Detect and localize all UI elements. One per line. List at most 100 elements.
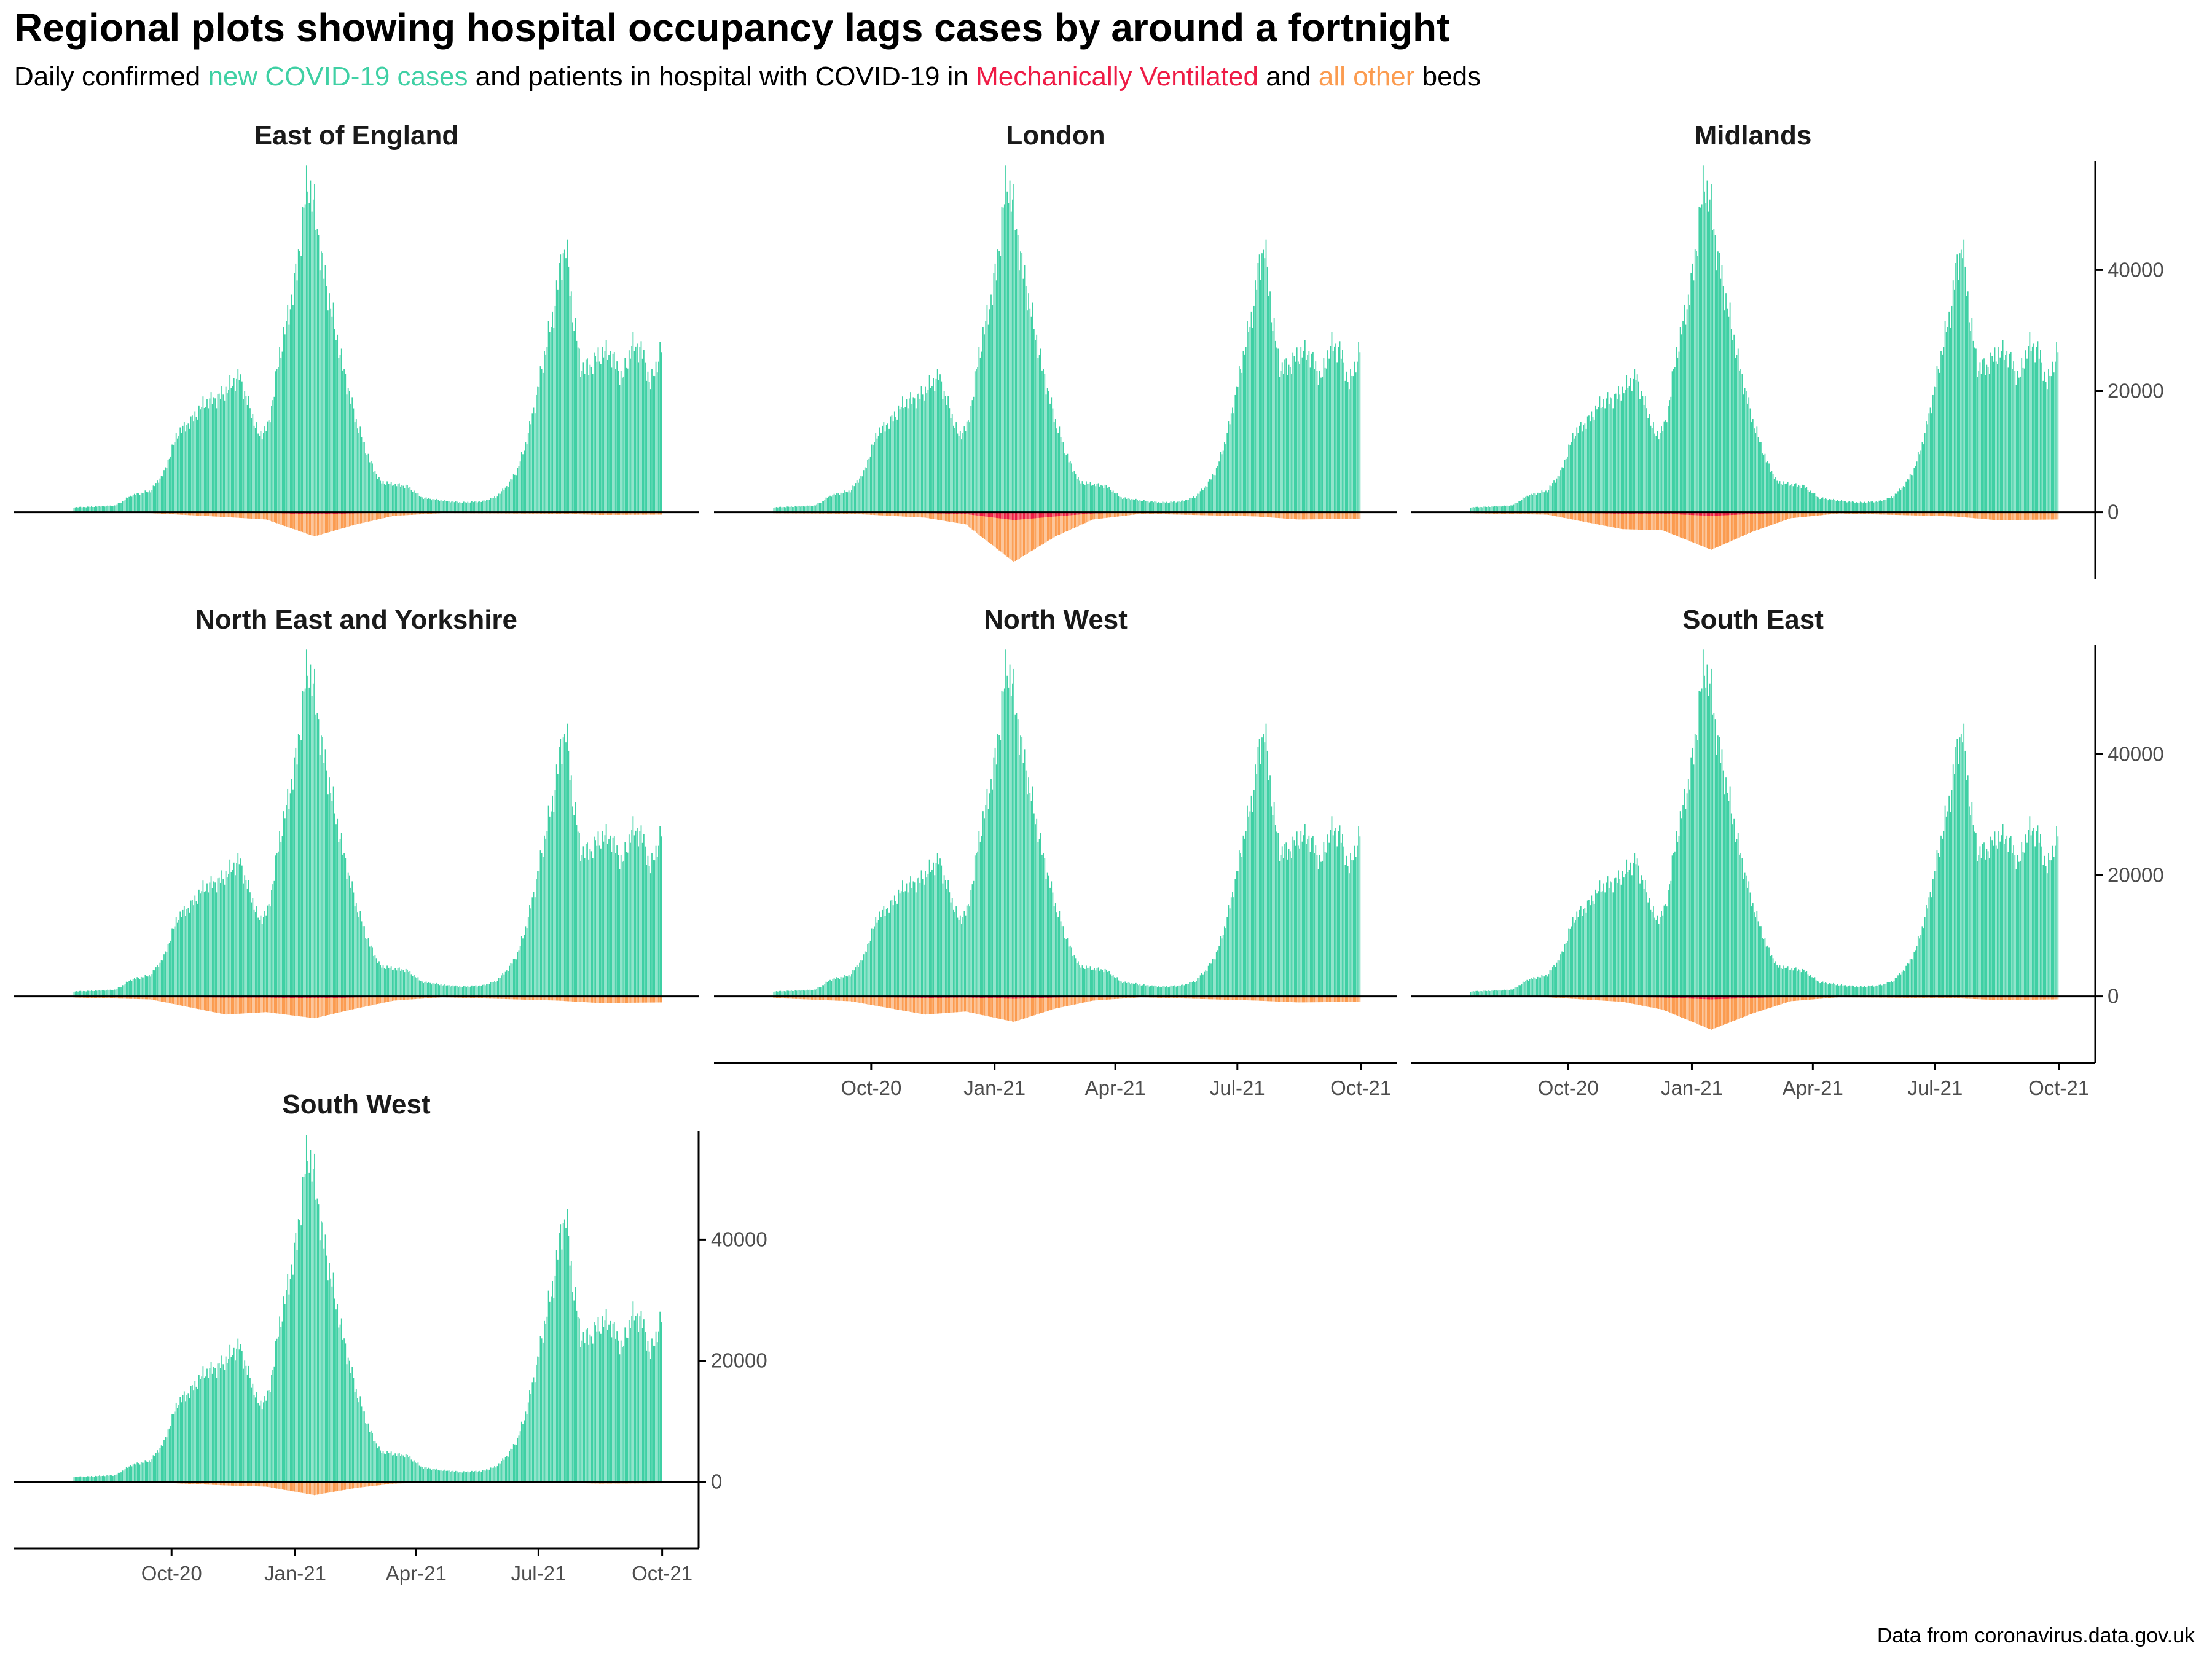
other-beds-bar bbox=[348, 512, 350, 527]
case-bar bbox=[444, 500, 446, 512]
case-bar bbox=[448, 985, 450, 997]
case-bar bbox=[332, 786, 334, 997]
other-beds-bar bbox=[864, 512, 866, 515]
other-beds-bar bbox=[252, 512, 254, 519]
case-bar bbox=[1977, 377, 1978, 512]
case-bar bbox=[136, 493, 138, 512]
case-bar bbox=[402, 970, 404, 997]
other-beds-bar bbox=[362, 512, 364, 523]
other-beds-bar bbox=[261, 512, 263, 520]
case-bar bbox=[305, 649, 307, 997]
ventilated-bar bbox=[1025, 512, 1027, 519]
case-bar bbox=[369, 462, 371, 512]
other-beds-bar bbox=[1676, 512, 1677, 536]
other-beds-bar bbox=[987, 512, 989, 543]
case-bar bbox=[789, 506, 791, 512]
other-beds-bar bbox=[977, 512, 979, 534]
case-bar bbox=[1084, 484, 1086, 512]
case-bar bbox=[1951, 305, 1953, 512]
other-beds-bar bbox=[1255, 512, 1256, 517]
case-bar bbox=[1309, 367, 1311, 512]
case-bar bbox=[1127, 498, 1129, 512]
case-bar bbox=[308, 687, 310, 997]
case-bar bbox=[96, 506, 98, 512]
case-bar bbox=[1343, 362, 1345, 512]
case-bar bbox=[330, 308, 332, 512]
case-bar bbox=[1866, 502, 1868, 512]
case-bar bbox=[154, 970, 155, 997]
case-bar bbox=[230, 872, 232, 997]
case-bar bbox=[382, 481, 384, 512]
case-bar bbox=[504, 487, 506, 512]
other-beds-bar bbox=[175, 512, 177, 515]
other-beds-bar bbox=[1104, 512, 1106, 519]
case-bar bbox=[1276, 347, 1277, 512]
case-bar bbox=[1654, 433, 1655, 512]
case-bar bbox=[1225, 444, 1226, 512]
other-beds-bar bbox=[1065, 512, 1067, 532]
case-bar bbox=[479, 985, 480, 997]
case-bar bbox=[622, 377, 623, 512]
case-bar bbox=[925, 386, 926, 512]
case-bar bbox=[875, 433, 877, 512]
other-beds-bar bbox=[2007, 512, 2009, 520]
case-bar bbox=[125, 981, 127, 997]
other-beds-bar bbox=[327, 512, 329, 533]
case-bar bbox=[979, 357, 981, 512]
other-beds-bar bbox=[397, 996, 399, 1001]
other-beds-bar bbox=[334, 512, 335, 531]
other-beds-bar bbox=[1156, 512, 1158, 514]
other-beds-bar bbox=[1927, 512, 1929, 516]
case-bar bbox=[1256, 289, 1258, 512]
case-bar bbox=[1606, 398, 1607, 512]
case-bar bbox=[1027, 310, 1028, 512]
ventilated-bar bbox=[1698, 512, 1700, 516]
case-bar bbox=[1791, 484, 1793, 512]
other-beds-bar bbox=[176, 512, 178, 515]
other-beds-bar bbox=[287, 996, 289, 1015]
other-beds-bar bbox=[1120, 512, 1122, 516]
other-beds-bar bbox=[1175, 512, 1177, 515]
case-bar bbox=[101, 506, 103, 512]
case-bar bbox=[287, 304, 289, 512]
case-bar bbox=[861, 476, 863, 512]
other-beds-bar bbox=[1301, 512, 1303, 520]
case-bar bbox=[1347, 382, 1349, 512]
case-bar bbox=[1487, 506, 1489, 512]
case-bar bbox=[1100, 485, 1102, 512]
ventilated-bar bbox=[312, 512, 314, 514]
case-bar bbox=[620, 371, 622, 512]
ventilated-bar bbox=[1017, 512, 1019, 520]
other-beds-bar bbox=[1929, 512, 1931, 516]
case-bar bbox=[226, 877, 228, 997]
case-bar bbox=[1850, 502, 1852, 512]
other-beds-bar bbox=[1661, 512, 1662, 531]
other-beds-bar bbox=[1214, 512, 1216, 516]
other-beds-bar bbox=[1194, 512, 1196, 516]
case-bar bbox=[1320, 377, 1322, 512]
case-bar bbox=[1508, 506, 1510, 512]
case-bar bbox=[1550, 486, 1552, 512]
case-bar bbox=[268, 904, 270, 997]
other-beds-bar bbox=[970, 512, 972, 529]
other-beds-bar bbox=[337, 512, 339, 530]
other-beds-bar bbox=[613, 512, 615, 515]
other-beds-bar bbox=[1348, 512, 1350, 519]
case-bar bbox=[257, 433, 259, 512]
case-bar bbox=[1730, 329, 1732, 512]
case-bar bbox=[397, 968, 399, 997]
ventilated-bar bbox=[1005, 512, 1006, 519]
case-bar bbox=[362, 442, 364, 512]
case-bar bbox=[1479, 506, 1481, 512]
case-bar bbox=[923, 400, 925, 512]
case-bar bbox=[2042, 380, 2044, 512]
other-beds-bar bbox=[484, 996, 486, 999]
case-bar bbox=[1993, 361, 1994, 512]
case-bar bbox=[1171, 502, 1173, 512]
other-beds-bar bbox=[475, 996, 477, 998]
other-beds-bar bbox=[598, 512, 600, 516]
case-bar bbox=[1700, 207, 1701, 512]
case-bar bbox=[327, 794, 329, 997]
case-bar bbox=[557, 289, 559, 512]
case-bar bbox=[874, 442, 875, 512]
